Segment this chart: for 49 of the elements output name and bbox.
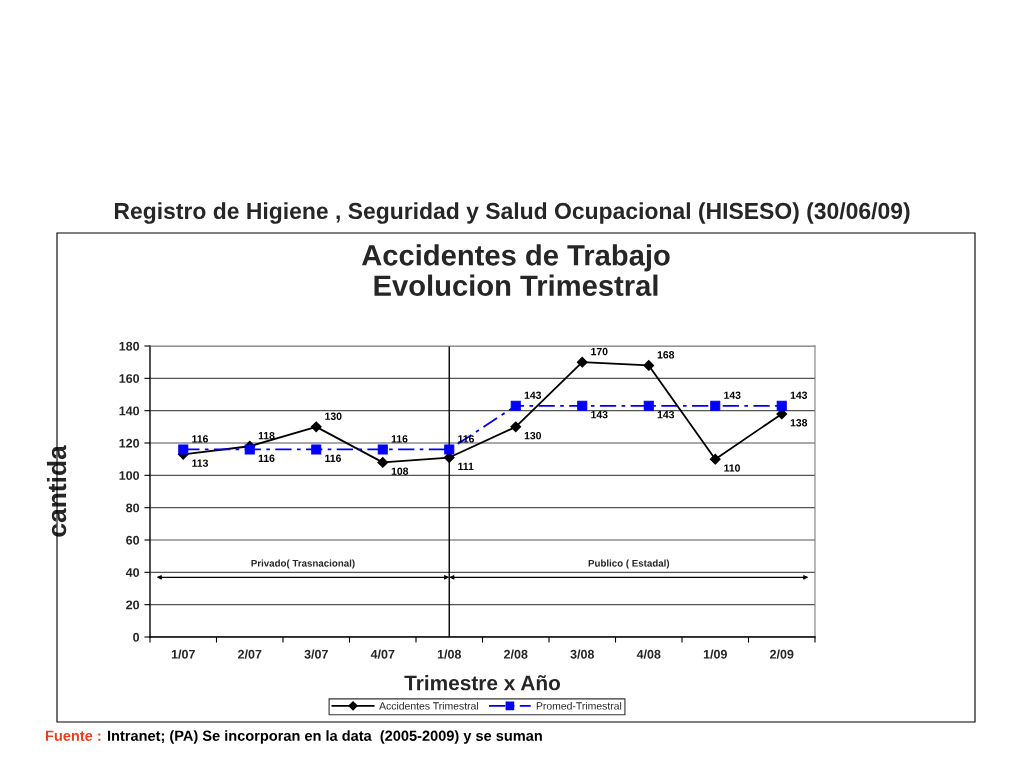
x-tick-label: 2/08 <box>504 649 528 659</box>
data-label: 113 <box>192 459 209 467</box>
x-tick-label: 4/08 <box>636 649 661 659</box>
x-tick-label: 3/08 <box>570 649 595 659</box>
data-label: 143 <box>524 391 542 399</box>
x-tick-label: 3/07 <box>304 649 328 659</box>
data-label: 143 <box>591 410 608 419</box>
chart-title: Registro de Higiene , Seguridad y Salud Ocupacional (HISESO) (30/06/09) <box>114 202 910 224</box>
legend-label: Promed-Trimestral <box>536 701 622 710</box>
data-label: 170 <box>591 347 608 356</box>
data-label: 118 <box>258 431 275 440</box>
x-tick-label: 4/07 <box>370 649 395 659</box>
source-note: Fuente : <box>45 730 101 741</box>
data-label: 116 <box>391 435 408 443</box>
data-label: 143 <box>657 410 675 419</box>
x-tick-label: 1/08 <box>437 649 462 659</box>
y-tick-label: 40 <box>125 568 140 577</box>
data-label: 116 <box>325 454 342 462</box>
x-tick-label: 2/09 <box>770 649 794 659</box>
x-axis-title: Trimestre x Año <box>404 675 561 691</box>
y-axis-title: cantida <box>46 445 67 537</box>
x-tick-label: 1/09 <box>703 649 727 659</box>
data-label: 111 <box>458 462 474 470</box>
annotation: Privado( Trasnacional) <box>251 559 355 569</box>
data-label: 116 <box>192 435 209 443</box>
y-tick-label: 100 <box>119 471 140 480</box>
y-tick-label: 160 <box>119 374 140 383</box>
x-tick-label: 2/07 <box>238 649 262 659</box>
y-tick-label: 120 <box>119 438 140 448</box>
y-tick-label: 140 <box>119 406 140 416</box>
annotation: Publico ( Estadal) <box>588 559 670 569</box>
data-label: 130 <box>524 431 542 440</box>
data-label: 143 <box>790 391 808 399</box>
data-label: 138 <box>790 419 808 427</box>
text: Intranet; (PA) Se incorporan en la data (2005-2009) y se suman <box>107 730 542 744</box>
legend-label: Accidentes Trimestral <box>379 701 478 710</box>
y-tick-label: 0 <box>133 632 140 642</box>
data-label: 168 <box>657 351 675 359</box>
data-label: 116 <box>258 454 275 462</box>
y-tick-label: 20 <box>126 600 140 610</box>
data-label: 143 <box>724 391 741 399</box>
data-label: 108 <box>391 467 409 475</box>
data-label: 130 <box>325 412 342 420</box>
chart-subtitle: Accidentes de Trabajo Evolucion Trimestral <box>361 244 670 297</box>
y-tick-label: 80 <box>126 503 140 513</box>
y-tick-label: 60 <box>126 535 140 545</box>
data-label: 110 <box>724 464 740 472</box>
y-tick-label: 180 <box>119 341 140 351</box>
x-tick-label: 1/07 <box>171 649 195 659</box>
